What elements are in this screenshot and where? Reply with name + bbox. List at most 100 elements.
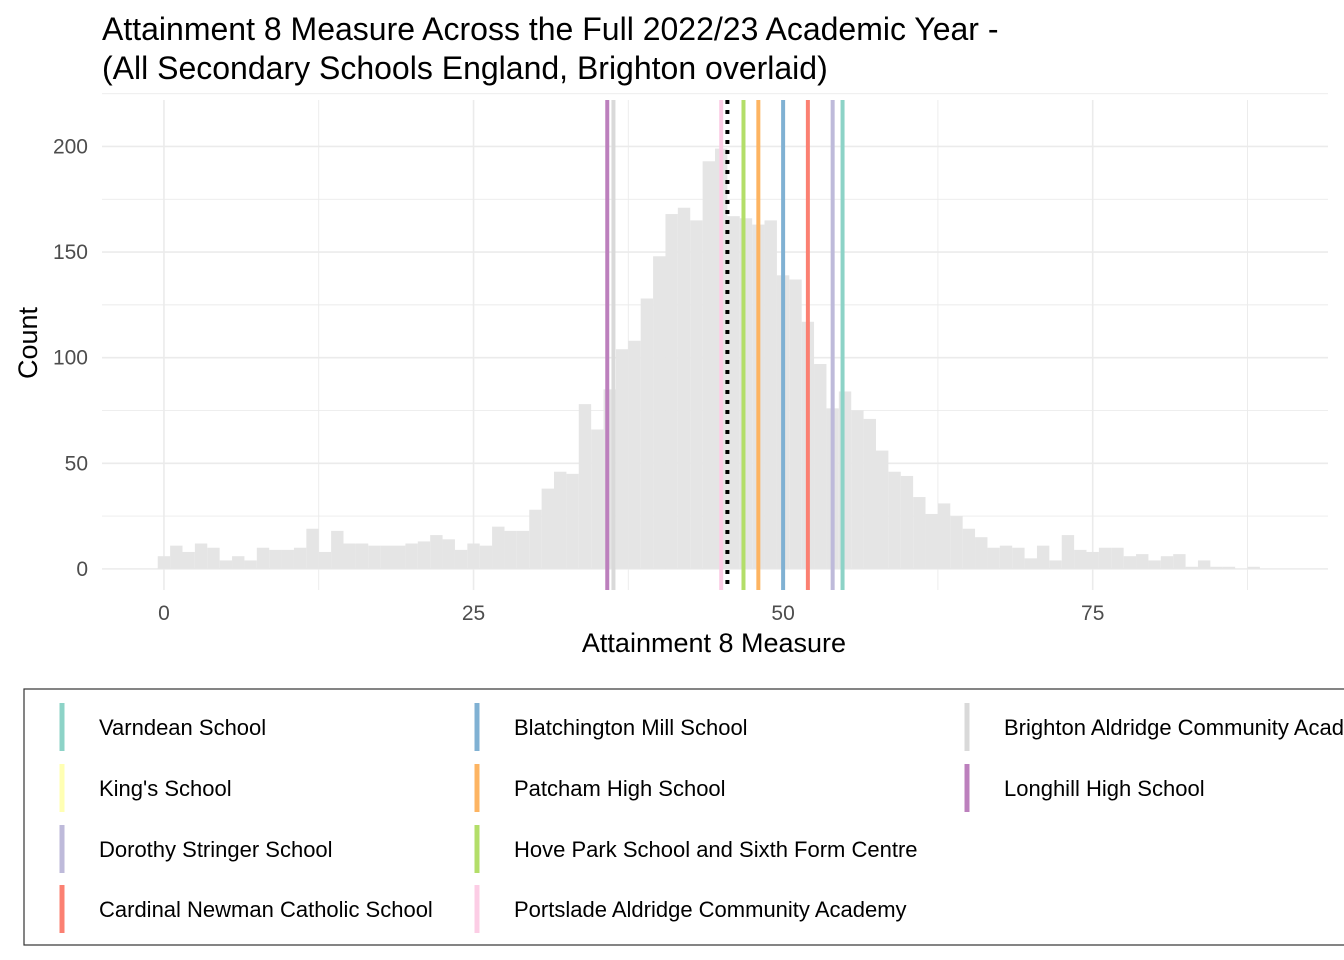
histogram-bar [628,340,641,569]
histogram-bars [157,148,1260,569]
histogram-bar [1136,554,1149,569]
y-tick-label: 200 [53,135,88,158]
histogram-bar [1160,556,1174,569]
histogram-bar [479,545,493,569]
legend-label: Hove Park School and Sixth Form Centre [514,837,918,862]
histogram-bar [950,516,963,569]
histogram-bar [368,545,381,569]
x-axis-title: Attainment 8 Measure [582,628,846,658]
histogram-bar [207,547,220,569]
histogram-bar [615,349,629,569]
x-tick-label: 25 [462,602,485,625]
axis-ticks: 0 50 100 150 200 0 25 50 75 [53,135,1104,625]
histogram-bar [1098,547,1112,569]
histogram-bar [269,549,282,569]
histogram-bar [987,547,1000,569]
legend-key [474,764,480,812]
histogram-bar [516,530,530,569]
histogram-bar [1074,549,1087,569]
legend-key [474,825,480,873]
histogram-bar [1012,547,1025,569]
legend-label: Patcham High School [514,776,726,801]
histogram-bar [937,503,951,569]
y-tick-label: 150 [53,241,88,264]
histogram-bar [665,214,678,569]
histogram-bar [1024,558,1037,569]
legend-key [964,764,970,812]
histogram-bar [380,545,394,569]
histogram-bar [182,551,195,569]
histogram-bar [578,404,592,569]
histogram-bar [343,543,356,569]
histogram-bar [764,220,777,569]
histogram-bar [244,560,257,569]
histogram-bar [566,473,579,569]
legend-label: Dorothy Stringer School [99,837,333,862]
histogram-bar [1210,566,1223,569]
legend-key [59,825,65,873]
histogram-bar [1197,560,1211,569]
histogram-bar [888,471,901,569]
histogram-bar [1173,554,1186,569]
histogram-bar [529,509,542,569]
y-axis-title: Count [13,306,43,379]
legend-key [474,703,480,751]
histogram-bar [541,488,555,569]
histogram-bar [1049,560,1062,569]
legend: Varndean School King's School Dorothy Stri… [59,703,1344,933]
legend-label: Longhill High School [1004,776,1205,801]
histogram-bar [690,220,703,569]
histogram-bar [1086,551,1099,569]
histogram-bar [467,543,480,569]
histogram-bar [393,545,406,569]
histogram-bar [219,560,233,569]
histogram-bar [814,364,827,569]
histogram-bar [900,475,914,569]
histogram-bar [318,551,332,569]
histogram-bar [962,528,976,569]
histogram-bar [306,528,319,569]
x-tick-label: 0 [158,602,170,625]
x-tick-label: 75 [1081,602,1104,625]
histogram-bar [1222,566,1236,569]
histogram-bar [925,513,938,569]
histogram-bar [454,549,468,569]
histogram-bar [417,541,431,569]
histogram-bar [1185,566,1198,569]
histogram-bar [727,216,740,569]
histogram-bar [999,545,1013,569]
histogram-bar [702,161,715,569]
legend-label: Blatchington Mill School [514,715,748,740]
histogram-bar [194,543,208,569]
histogram-bar [157,556,171,569]
legend-label: Portslade Aldridge Community Academy [514,897,907,922]
histogram-bar [430,535,443,569]
histogram-bar [875,450,889,569]
histogram-bar [851,410,864,569]
histogram-bar [975,537,988,569]
school-lines [605,100,845,590]
legend-label: Cardinal Newman Catholic School [99,897,433,922]
legend-box [23,688,1344,946]
histogram-bar [504,530,517,569]
chart-title: Attainment 8 Measure Across the Full 202… [102,11,999,47]
histogram-bar [554,471,567,569]
histogram-bar [293,547,307,569]
histogram-bar [1247,566,1260,569]
histogram-bar [913,497,926,569]
histogram-bar [281,549,294,569]
histogram-bar [1123,556,1137,569]
histogram-bar [232,556,245,569]
histogram-bar [1148,560,1161,569]
x-tick-label: 50 [771,602,794,625]
histogram-bar [789,279,802,569]
histogram-bar [591,429,604,569]
histogram-bar [170,545,183,569]
histogram-bar [1111,547,1124,569]
legend-label: Varndean School [99,715,266,740]
legend-label: King's School [99,776,232,801]
histogram-bar [863,418,876,569]
histogram-bar [442,539,455,569]
legend-key [59,885,65,933]
histogram-bar [331,530,344,569]
